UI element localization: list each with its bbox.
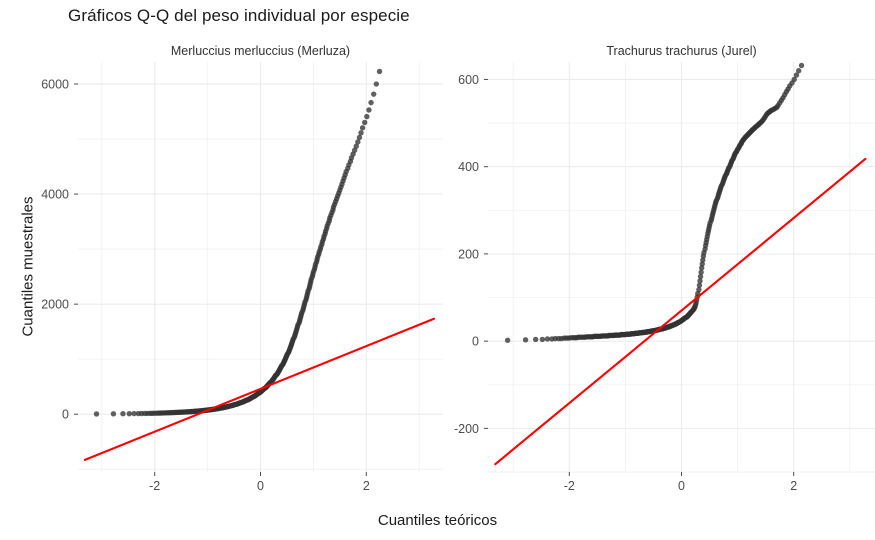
data-point	[353, 143, 359, 149]
x-tick-label: 2	[363, 479, 370, 493]
data-point	[696, 286, 702, 293]
y-tick-label: 600	[458, 73, 479, 87]
panel-strip-label-right: Trachurus trachurus (Jurel)	[606, 44, 757, 58]
y-tick-label: 0	[472, 335, 479, 349]
data-point	[793, 72, 800, 78]
data-point	[698, 269, 704, 275]
data-point	[126, 410, 133, 417]
x-tick-label: -2	[564, 479, 575, 493]
data-point	[371, 91, 377, 97]
y-tick-label: 2000	[41, 298, 69, 312]
data-point	[796, 68, 802, 74]
panel-merluza: -2 0 2 0 2000 4000 6000	[41, 62, 443, 493]
y-tick-label: 400	[458, 160, 479, 174]
data-point	[798, 62, 805, 69]
data-point	[544, 336, 551, 342]
data-point	[362, 119, 368, 126]
data-point	[697, 278, 703, 284]
data-point	[697, 273, 704, 280]
x-tick-label: 0	[678, 479, 685, 493]
y-tick-label: 200	[458, 247, 479, 261]
data-point	[373, 81, 380, 87]
data-point	[504, 337, 511, 343]
data-point	[359, 125, 366, 131]
data-point	[131, 410, 137, 417]
y-tick-label: 4000	[41, 188, 69, 202]
data-point	[356, 134, 363, 141]
data-point	[791, 76, 797, 83]
data-point	[376, 68, 383, 75]
data-point	[368, 99, 374, 106]
y-tick-label: 6000	[41, 78, 69, 92]
data-point	[355, 139, 361, 145]
y-tick-label: 0	[62, 408, 69, 422]
data-point	[120, 411, 126, 417]
data-point	[93, 411, 100, 417]
data-point	[110, 411, 117, 417]
reference-line	[494, 157, 867, 466]
data-point	[522, 337, 529, 343]
x-axis-title: Cuantiles teóricos	[377, 512, 498, 529]
reference-line	[83, 317, 436, 461]
data-point	[358, 130, 364, 136]
x-tick-label: -2	[149, 479, 160, 493]
x-tick-label: 2	[790, 479, 797, 493]
x-tick-label: 0	[257, 479, 264, 493]
y-axis-title: Cuantiles muestrales	[19, 196, 37, 337]
data-point	[364, 113, 370, 120]
panel-jurel: -2 0 2 -200 0 200 400 600	[454, 62, 875, 493]
data-point	[696, 282, 703, 289]
page-title: Gráficos Q-Q del peso individual por esp…	[68, 6, 410, 25]
data-point	[366, 107, 372, 113]
y-tick-label: -200	[454, 422, 479, 436]
data-point	[532, 336, 539, 343]
panel-strip-label-left: Merluccius merluccius (Merluza)	[170, 44, 351, 58]
data-point	[539, 336, 546, 343]
